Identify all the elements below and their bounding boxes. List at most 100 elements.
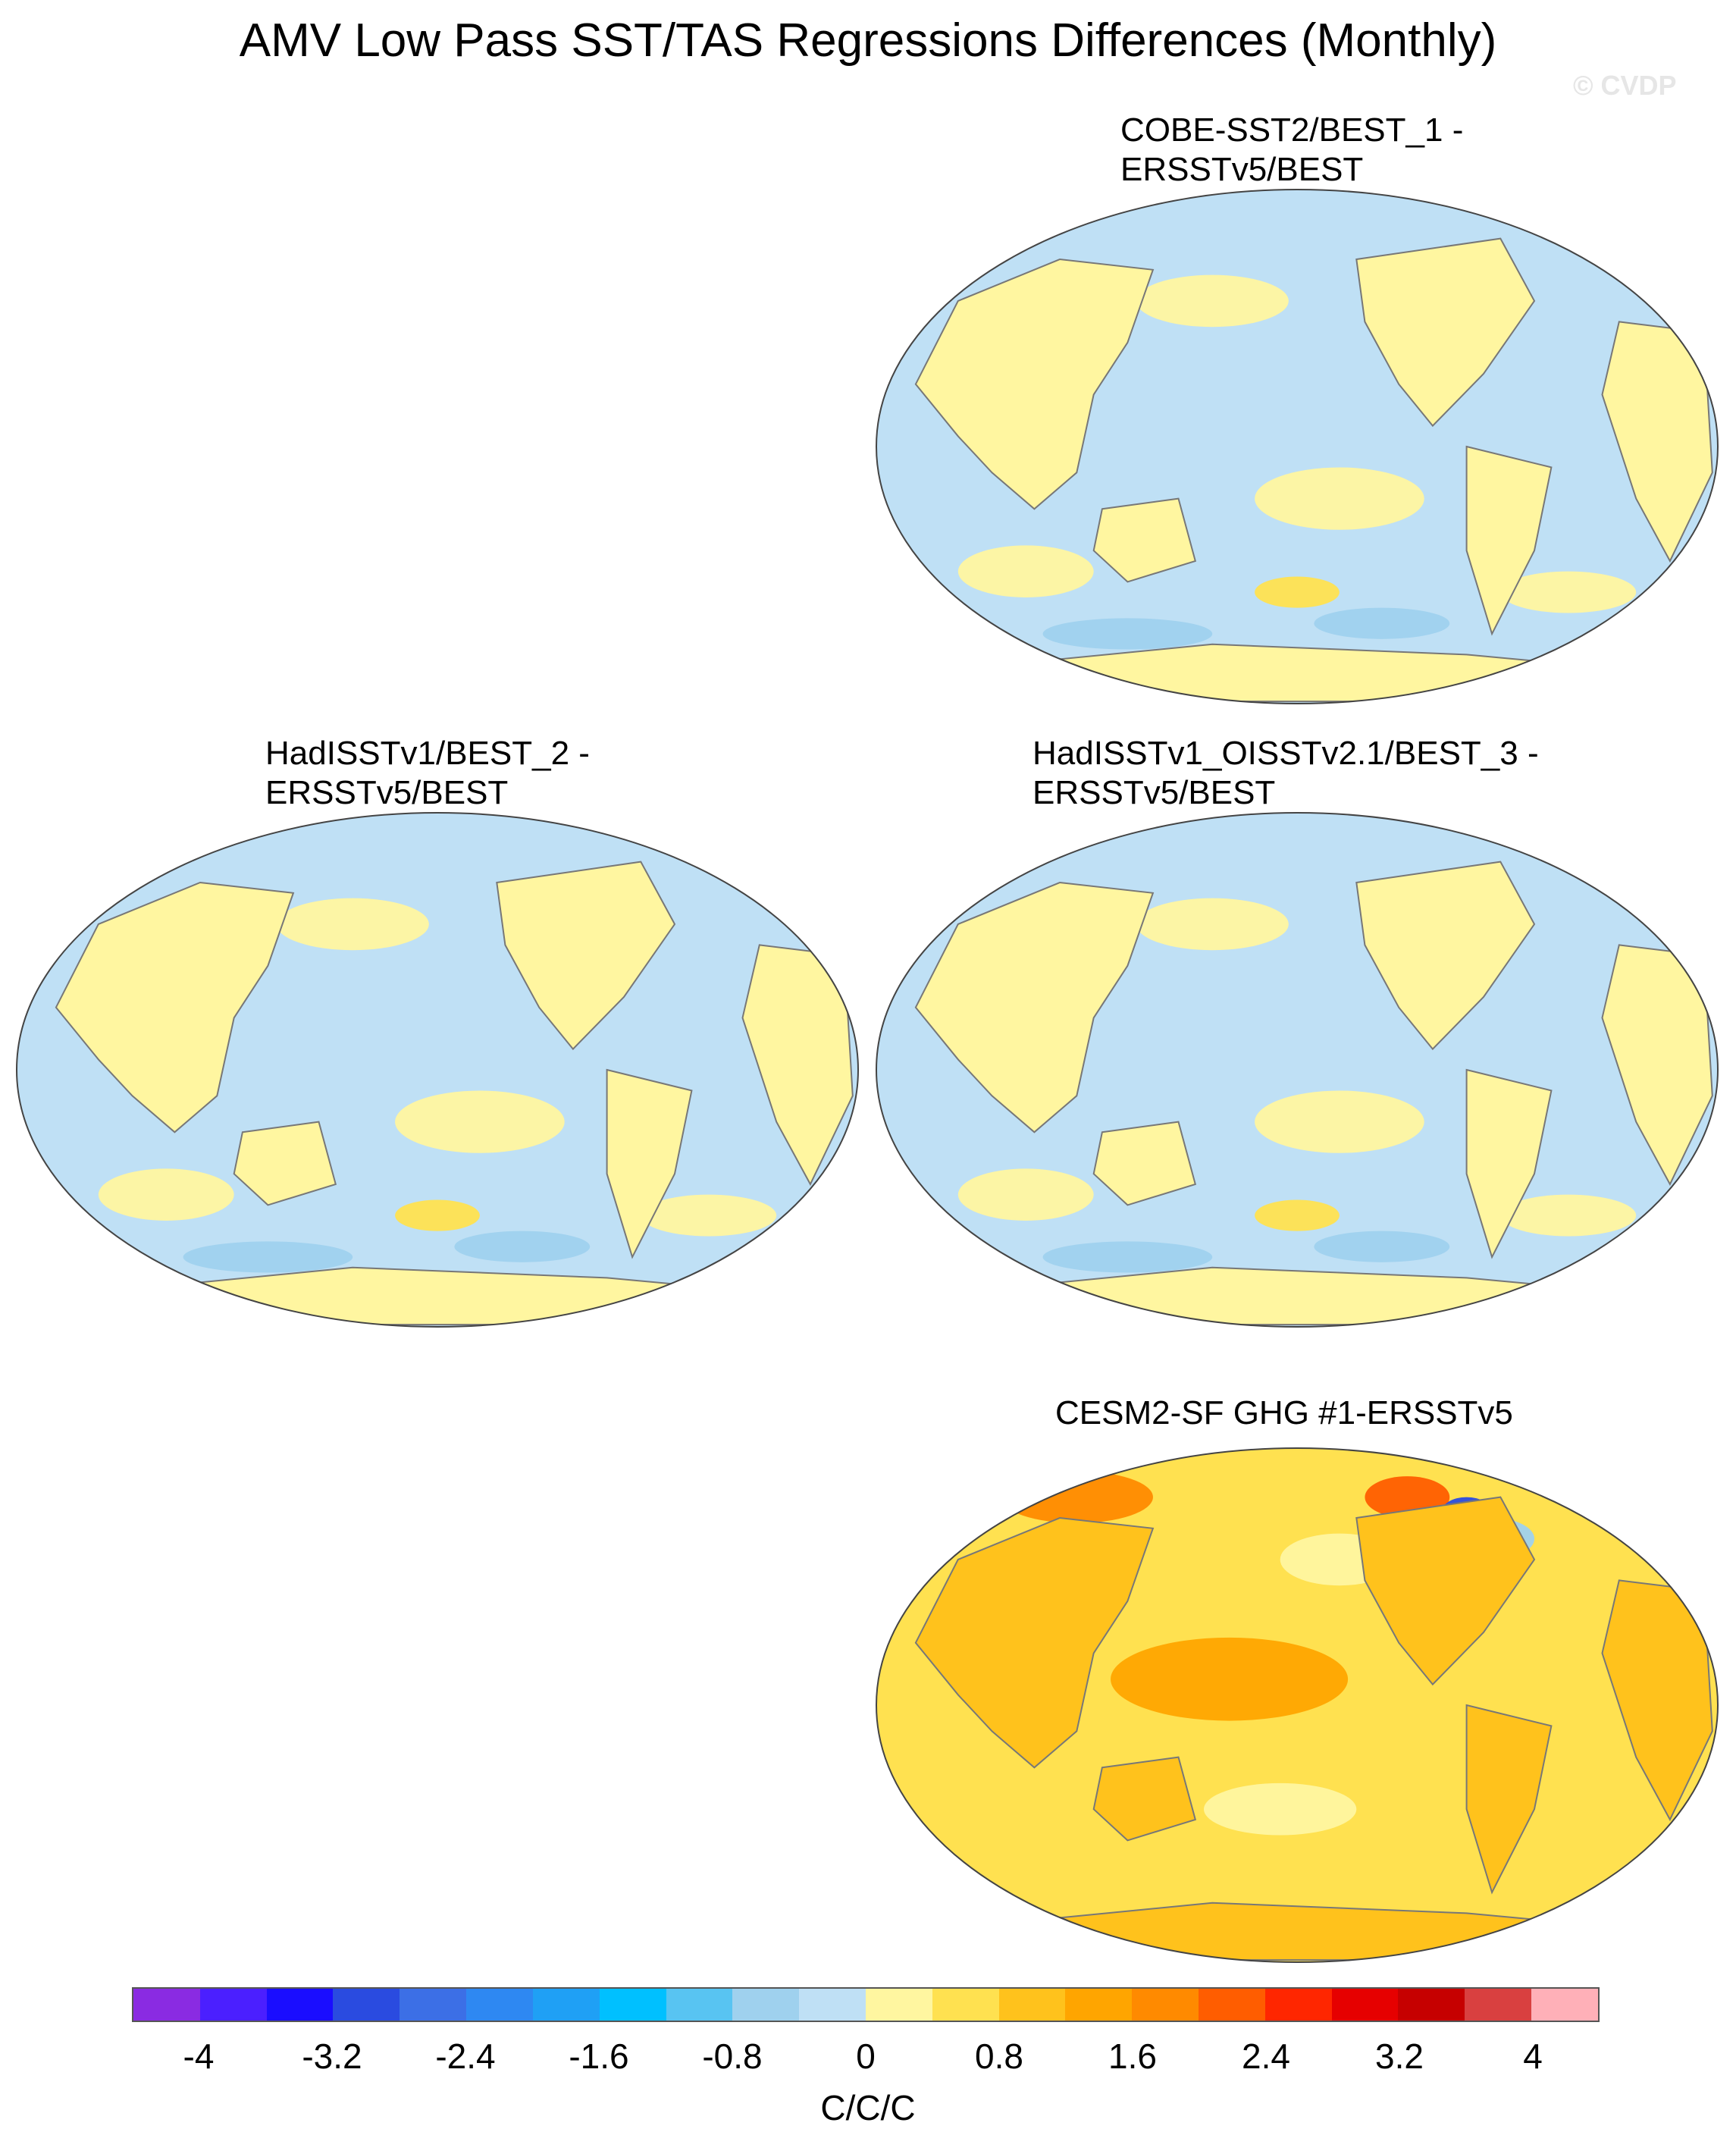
anomaly-region xyxy=(1314,1231,1450,1262)
anomaly-region xyxy=(395,1090,565,1153)
colorbar-tick-label: -1.6 xyxy=(569,2036,629,2076)
continent-outline xyxy=(1092,497,1197,583)
colorbar-swatch xyxy=(1465,1989,1532,2021)
panel-1-title-line2: ERSSTv5/BEST xyxy=(1120,151,1364,188)
anomaly-region xyxy=(1111,1637,1349,1721)
colorbar-tick-label: -0.8 xyxy=(702,2036,763,2076)
anomaly-region xyxy=(1000,1471,1153,1523)
panel-3-title-line1: HadISSTv1_OISSTv2.1/BEST_3 - xyxy=(1033,735,1539,772)
map-boundary xyxy=(16,812,859,1328)
colorbar-swatch xyxy=(266,1989,334,2021)
anomaly-region xyxy=(957,1168,1094,1221)
panel-2-title: HadISSTv1/BEST_2 - ERSSTv5/BEST xyxy=(265,734,590,813)
colorbar-swatch xyxy=(1199,1989,1265,2021)
colorbar-swatch xyxy=(199,1989,267,2021)
panel-3-title-line2: ERSSTv5/BEST xyxy=(1033,774,1276,811)
colorbar-tick-label: 0 xyxy=(856,2036,876,2076)
colorbar-tick-label: 0.8 xyxy=(975,2036,1023,2076)
colorbar-tick-label: 2.4 xyxy=(1242,2036,1290,2076)
anomaly-region xyxy=(1136,274,1289,328)
continent-outline xyxy=(1092,1121,1197,1206)
colorbar-units: C/C/C xyxy=(820,2088,916,2127)
anomaly-region xyxy=(395,1199,480,1231)
anomaly-region xyxy=(98,1168,234,1221)
colorbar-swatch xyxy=(1132,1989,1199,2021)
continent-outline xyxy=(914,881,1155,1133)
continent-outline xyxy=(1465,1068,1553,1259)
colorbar-swatch xyxy=(532,1989,600,2021)
figure-title: AMV Low Pass SST/TAS Regressions Differe… xyxy=(239,14,1497,67)
anomaly-region xyxy=(1042,618,1213,650)
map-boundary xyxy=(876,812,1719,1328)
panel-2-title-line1: HadISSTv1/BEST_2 - xyxy=(265,735,590,772)
map-content xyxy=(876,813,1718,1327)
panel-1-map xyxy=(876,189,1719,704)
panel-1-title: COBE-SST2/BEST_1 - ERSSTv5/BEST xyxy=(1120,111,1463,190)
anomaly-region xyxy=(183,1241,353,1273)
continent-outline xyxy=(1092,1756,1197,1842)
panel-2-map xyxy=(16,812,859,1328)
continent-outline xyxy=(1465,1704,1553,1895)
anomaly-region xyxy=(1136,898,1289,951)
colorbar-tick-label: 3.2 xyxy=(1375,2036,1424,2076)
colorbar-swatch xyxy=(865,1989,932,2021)
colorbar-swatch xyxy=(799,1989,866,2021)
map-boundary xyxy=(876,189,1719,704)
continent-outline xyxy=(914,258,1155,510)
map-boundary xyxy=(876,1447,1719,1963)
continent-outline xyxy=(1355,237,1536,428)
anomaly-region xyxy=(1255,467,1424,530)
continent-outline xyxy=(496,861,676,1051)
colorbar-swatch xyxy=(333,1989,400,2021)
anomaly-region xyxy=(1204,1782,1357,1836)
continent-outline xyxy=(1465,445,1553,636)
panel-3-title: HadISSTv1_OISSTv2.1/BEST_3 - ERSSTv5/BES… xyxy=(1033,734,1539,813)
panel-2-title-line2: ERSSTv5/BEST xyxy=(265,774,509,811)
anomaly-region xyxy=(1500,571,1637,613)
colorbar-swatch xyxy=(732,1989,800,2021)
colorbar-tick-label: -2.4 xyxy=(435,2036,496,2076)
anomaly-region xyxy=(641,1194,777,1237)
colorbar-swatch xyxy=(932,1989,999,2021)
anomaly-region xyxy=(1500,1194,1637,1237)
continent-outline xyxy=(233,1121,337,1206)
anomaly-region xyxy=(454,1231,591,1262)
anomaly-region xyxy=(1314,607,1450,639)
continent-outline xyxy=(1355,1496,1536,1686)
colorbar-swatch xyxy=(1065,1989,1133,2021)
colorbar-tick-label: 1.6 xyxy=(1108,2036,1157,2076)
map-content xyxy=(17,813,858,1327)
panel-4-title-line1: CESM2-SF GHG #1-ERSSTv5 xyxy=(1055,1394,1513,1431)
colorbar-swatch xyxy=(133,1989,200,2021)
colorbar-swatch xyxy=(666,1989,733,2021)
map-content xyxy=(876,190,1718,704)
panel-1-title-line1: COBE-SST2/BEST_1 - xyxy=(1120,111,1464,149)
colorbar-swatch xyxy=(599,1989,666,2021)
continent-outline xyxy=(606,1068,693,1259)
map-content xyxy=(876,1448,1718,1962)
panel-4-title: CESM2-SF GHG #1-ERSSTv5 xyxy=(1055,1394,1513,1433)
continent-outline xyxy=(55,881,295,1133)
cvdp-watermark: © CVDP xyxy=(1573,70,1677,101)
colorbar-tick-label: -4 xyxy=(183,2036,215,2076)
panel-4-map xyxy=(876,1447,1719,1963)
panel-3-map xyxy=(876,812,1719,1328)
colorbar-swatch xyxy=(466,1989,533,2021)
colorbar-swatch xyxy=(400,1989,467,2021)
continent-outline xyxy=(914,1516,1155,1769)
anomaly-region xyxy=(957,545,1094,597)
colorbar xyxy=(132,1987,1600,2022)
anomaly-region xyxy=(1255,576,1340,608)
anomaly-region xyxy=(1042,1241,1213,1273)
colorbar-swatch xyxy=(1264,1989,1332,2021)
colorbar-swatch xyxy=(1398,1989,1465,2021)
colorbar-swatch xyxy=(1531,1989,1598,2021)
colorbar-swatch xyxy=(998,1989,1066,2021)
colorbar-tick-label: 4 xyxy=(1523,2036,1543,2076)
anomaly-region xyxy=(1255,1199,1340,1231)
continent-outline xyxy=(1355,861,1536,1051)
anomaly-region xyxy=(276,898,429,951)
colorbar-tick-label: -3.2 xyxy=(302,2036,362,2076)
anomaly-region xyxy=(1255,1090,1424,1153)
colorbar-swatch xyxy=(1331,1989,1399,2021)
